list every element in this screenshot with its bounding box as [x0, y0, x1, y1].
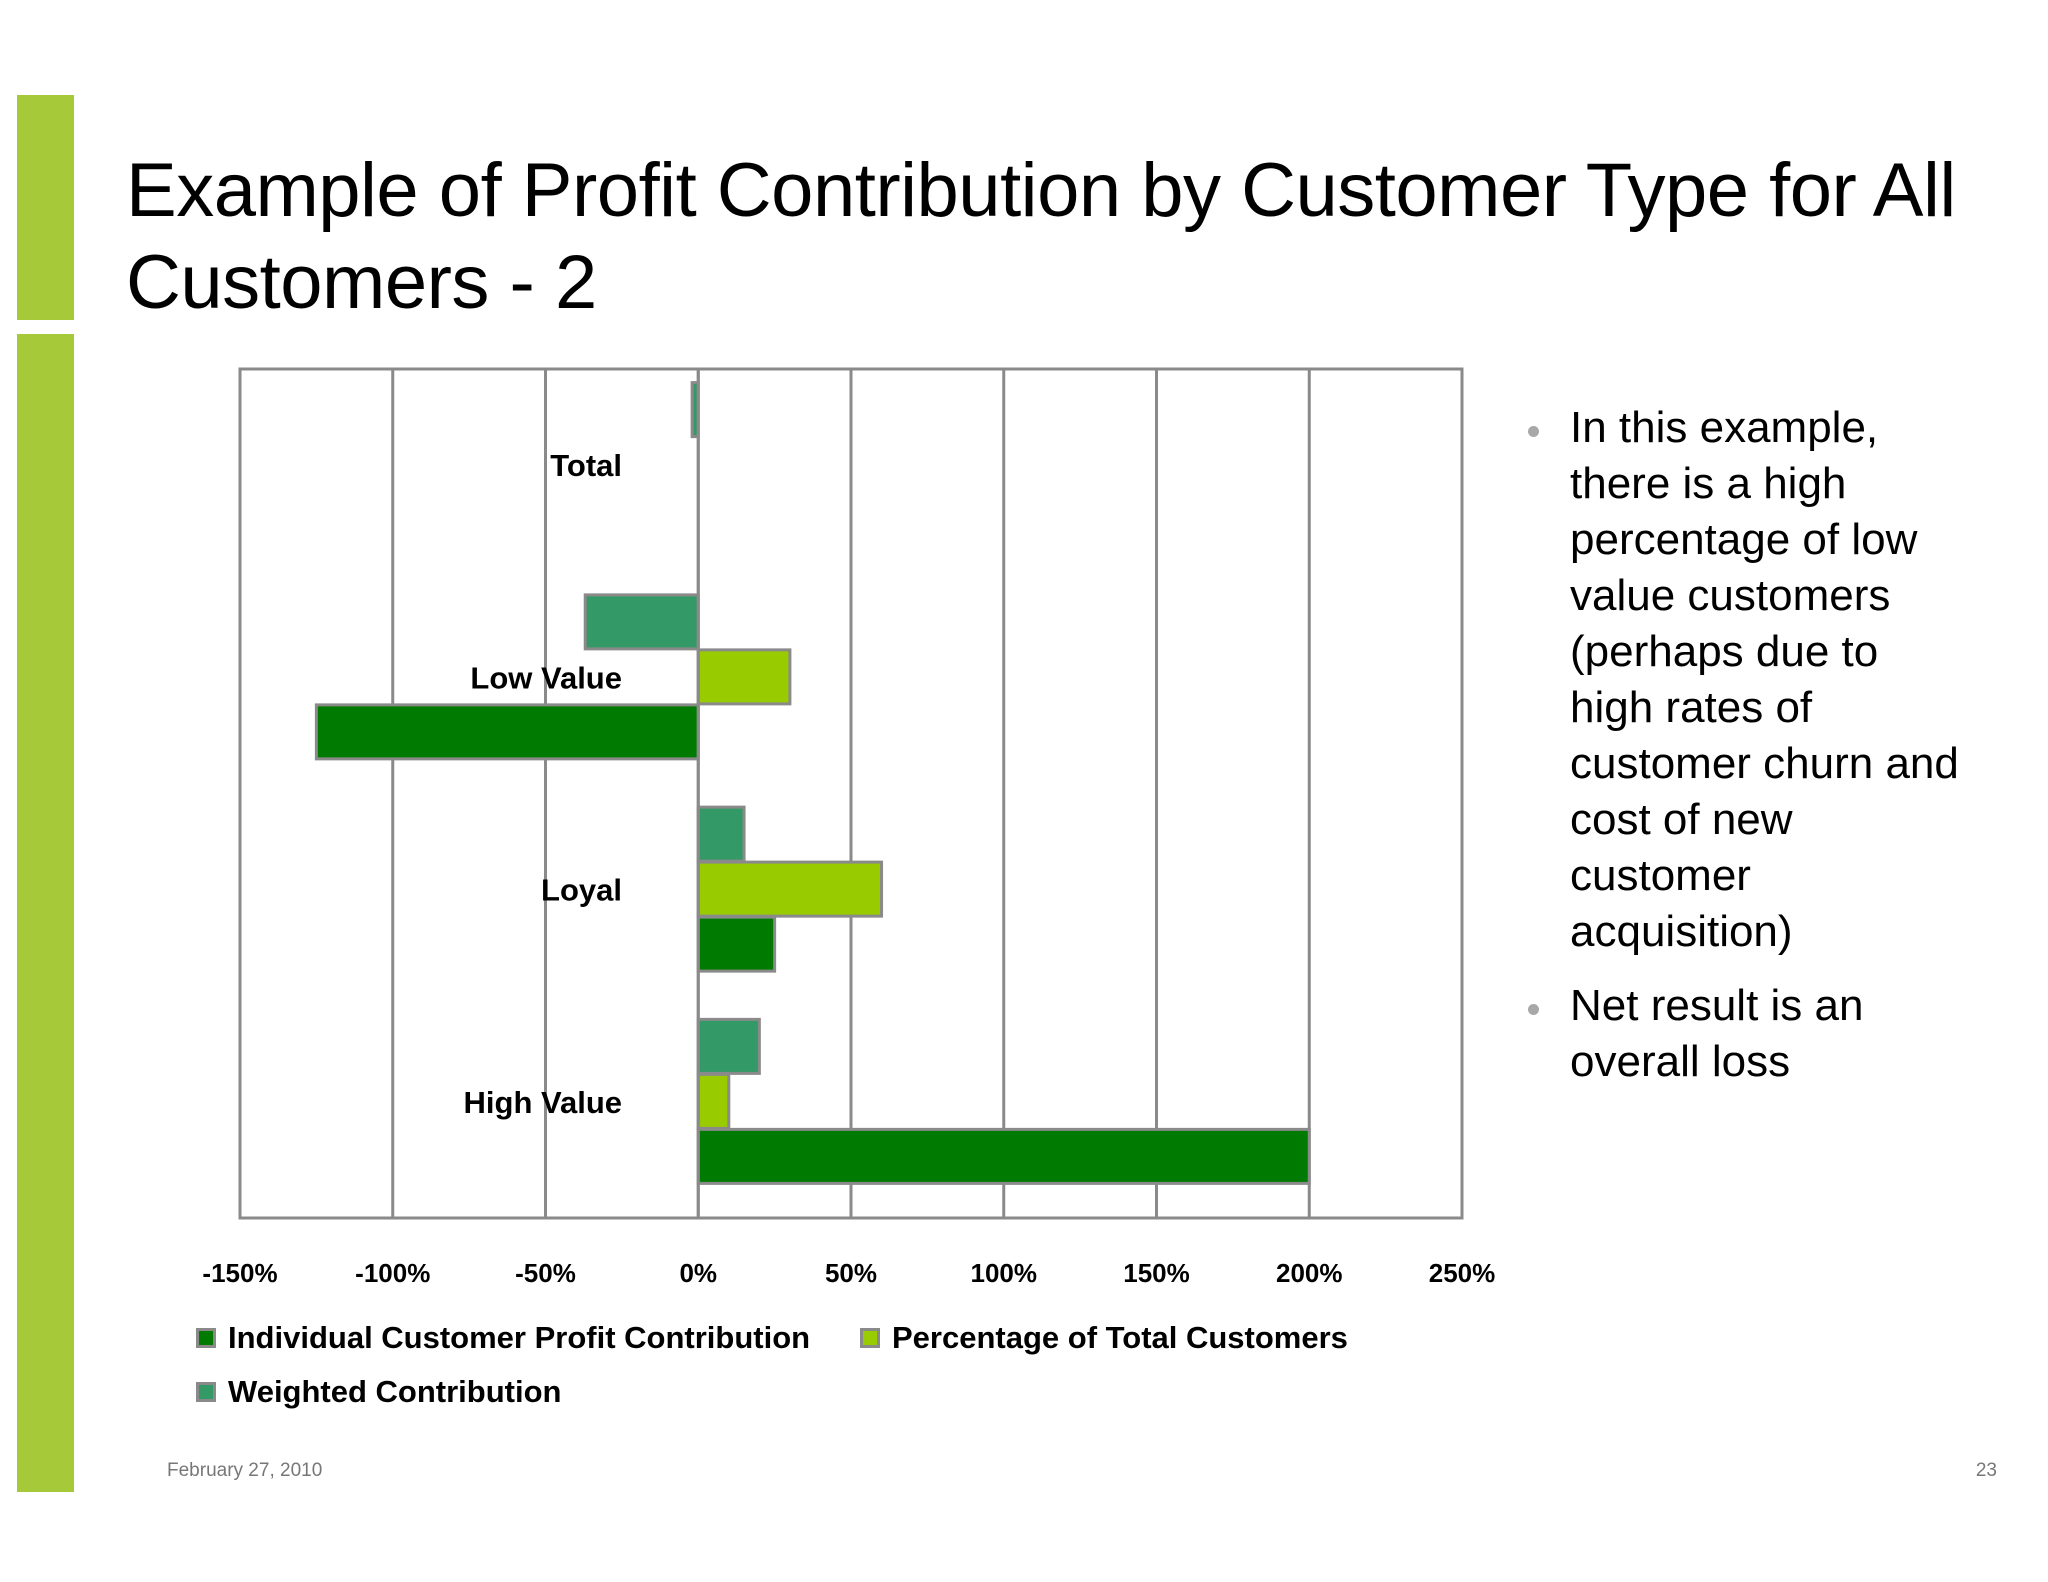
- bullet-item: Net result is an overall loss: [1525, 978, 1965, 1090]
- bullet-text: Net result is an overall loss: [1570, 981, 1864, 1086]
- bar: [696, 1017, 761, 1075]
- page-number: 23: [1975, 1460, 1997, 1481]
- x-tick-label: 0%: [679, 1258, 717, 1288]
- bar: [696, 860, 884, 918]
- category-label: Low Value: [470, 660, 622, 695]
- legend-label-percentage: Percentage of Total Customers: [892, 1320, 1348, 1355]
- legend-item-weighted: Weighted Contribution: [196, 1374, 561, 1410]
- x-tick-label: -50%: [515, 1258, 576, 1288]
- bullet-text: In this example, there is a high percent…: [1570, 403, 1959, 956]
- bar: [696, 915, 777, 973]
- legend-item-individual: Individual Customer Profit Contribution: [196, 1320, 810, 1356]
- x-tick-label: -150%: [202, 1258, 277, 1288]
- bar: [696, 648, 792, 706]
- bar: [583, 593, 700, 651]
- bar: [696, 1072, 731, 1130]
- bar-chart: -150% -100% -50% 0% 50% 100% 150% 200% 250% High …: [202, 367, 1496, 1288]
- legend-swatch-weighted: [196, 1382, 216, 1402]
- bullet-item: In this example, there is a high percent…: [1525, 400, 1965, 960]
- x-tick-label: 50%: [825, 1258, 877, 1288]
- legend-swatch-percentage: [860, 1328, 880, 1348]
- bar: [696, 805, 746, 863]
- x-tick-label: 250%: [1429, 1258, 1496, 1288]
- x-tick-label: 200%: [1276, 1258, 1343, 1288]
- legend-swatch-individual: [196, 1328, 216, 1348]
- bullet-dot-icon: [1528, 1004, 1539, 1015]
- footer-date: February 27, 2010: [167, 1460, 323, 1481]
- legend-label-weighted: Weighted Contribution: [228, 1374, 562, 1409]
- category-label: High Value: [464, 1085, 622, 1120]
- accent-bar-bottom: [17, 334, 74, 1492]
- bullet-dot-icon: [1528, 426, 1539, 437]
- bar: [696, 1127, 1311, 1185]
- legend-label-individual: Individual Customer Profit Contribution: [228, 1320, 811, 1355]
- legend-item-percentage: Percentage of Total Customers: [860, 1320, 1348, 1356]
- category-label: Loyal: [541, 873, 622, 908]
- x-tick-label: 100%: [971, 1258, 1038, 1288]
- bar: [314, 703, 700, 761]
- x-tick-label: -100%: [355, 1258, 430, 1288]
- slide-title: Example of Profit Contribution by Custom…: [126, 148, 1956, 325]
- category-label: Total: [550, 448, 622, 483]
- x-tick-label: 150%: [1123, 1258, 1190, 1288]
- accent-bar-top: [17, 95, 74, 320]
- bullet-list: In this example, there is a high percent…: [1525, 400, 1965, 1108]
